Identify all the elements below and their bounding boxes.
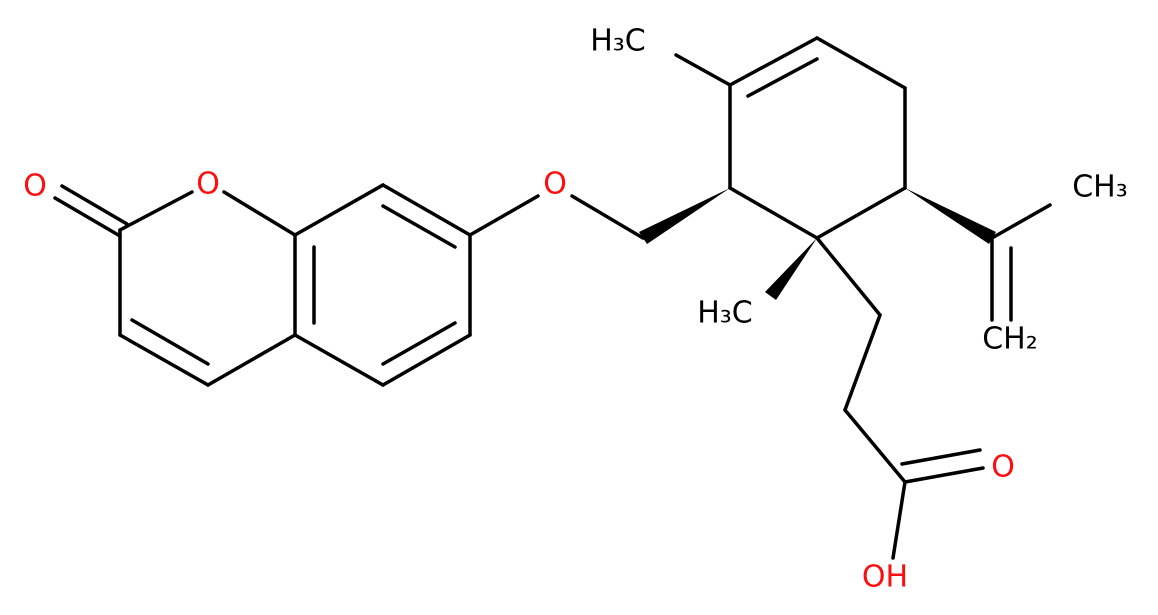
atom-label: H₃C — [697, 296, 753, 331]
atom-label: O — [543, 167, 567, 202]
atom-label: O — [23, 169, 47, 204]
wedge-bond — [765, 238, 817, 300]
bonds — [53, 36, 1052, 560]
atom-label: CH₃ — [1072, 170, 1128, 205]
atom-label: OH — [862, 560, 908, 595]
atom-label: CH₂ — [982, 322, 1038, 357]
atom-label: O — [991, 450, 1015, 485]
wedge-bond — [639, 188, 730, 244]
atom-label: H₃C — [590, 24, 646, 59]
atom-label: O — [196, 167, 220, 202]
wedge-bond — [905, 188, 996, 244]
